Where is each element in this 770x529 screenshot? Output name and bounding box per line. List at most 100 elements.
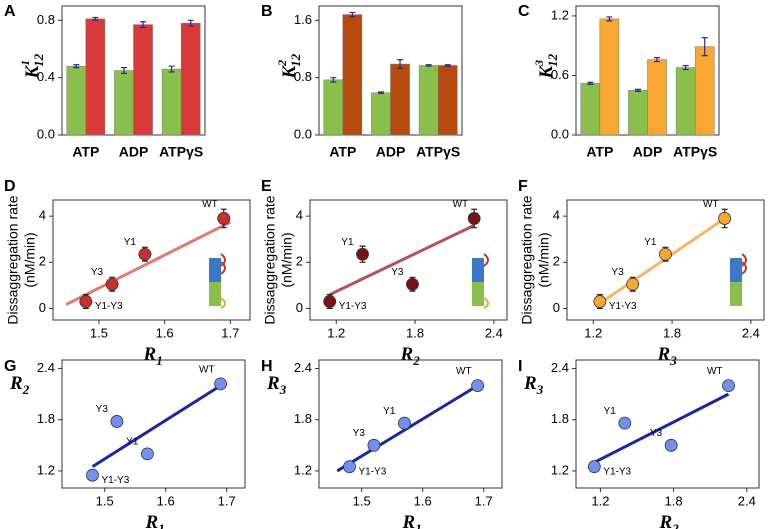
y-tick-label: 2.4 bbox=[551, 360, 569, 375]
axis-label-main: R bbox=[400, 344, 414, 365]
point bbox=[722, 379, 735, 393]
y-tick-label: 0.0 bbox=[551, 126, 569, 141]
point-label: Y1 bbox=[644, 237, 657, 248]
error-bar bbox=[634, 88, 641, 92]
point bbox=[626, 277, 640, 291]
point bbox=[356, 247, 369, 261]
axis-label-sub: 12 bbox=[545, 53, 560, 67]
point bbox=[406, 277, 419, 291]
axis-label-main: R bbox=[266, 373, 280, 394]
axis-label: R3 bbox=[266, 373, 287, 397]
bar bbox=[342, 14, 363, 136]
axis-label-main: R bbox=[145, 512, 159, 529]
axis-label-main: K bbox=[536, 65, 557, 80]
y-tick-label: 0.6 bbox=[551, 67, 569, 82]
x-tick-label: ATP bbox=[586, 144, 613, 160]
point bbox=[587, 460, 601, 474]
protein-icons bbox=[209, 253, 747, 309]
axis-label: R2 bbox=[400, 344, 421, 368]
error-bar bbox=[140, 21, 147, 29]
y-tick-label: 1.2 bbox=[551, 462, 569, 477]
axis-label: R2 bbox=[659, 512, 680, 529]
fit-line bbox=[595, 217, 726, 308]
point bbox=[140, 447, 154, 461]
x-tick-label: 1.2 bbox=[584, 325, 602, 340]
axis-label-main: R bbox=[657, 344, 671, 365]
y-tick-label: 2 bbox=[553, 254, 560, 269]
point bbox=[593, 295, 607, 308]
axis-label: K212 bbox=[275, 53, 303, 79]
bar bbox=[694, 46, 715, 136]
bar bbox=[599, 18, 620, 136]
plot-frame bbox=[52, 199, 251, 321]
panel-letter: G bbox=[4, 358, 16, 375]
axis-label-sub: 3 bbox=[279, 382, 287, 397]
point bbox=[138, 247, 152, 261]
x-tick-label: ATP bbox=[72, 144, 99, 160]
y-tick-label: 0.0 bbox=[37, 126, 55, 141]
bar bbox=[161, 68, 182, 136]
y-tick-label: 4 bbox=[296, 208, 303, 223]
axis-label-sub: 1 bbox=[158, 521, 165, 529]
x-tick-label: 1.2 bbox=[591, 493, 609, 508]
y-tick-label: 0.8 bbox=[37, 12, 55, 27]
bar bbox=[675, 67, 696, 136]
axis-label: R3 bbox=[657, 344, 678, 368]
point-label: Y3 bbox=[650, 428, 663, 439]
point bbox=[214, 377, 228, 391]
panel-letter: E bbox=[261, 178, 272, 195]
error-bar bbox=[73, 64, 80, 69]
point bbox=[471, 379, 485, 393]
point bbox=[343, 460, 356, 474]
plot-frame bbox=[566, 199, 765, 321]
point-label: Y1-Y3 bbox=[603, 466, 631, 477]
point-label: Y3 bbox=[611, 267, 624, 278]
axis-label: R2 bbox=[9, 373, 30, 397]
y-tick-label: 1.2 bbox=[37, 462, 55, 477]
y-tick-label: 2.4 bbox=[294, 360, 312, 375]
plot-frame bbox=[575, 359, 760, 489]
error-bar bbox=[587, 81, 594, 85]
bar bbox=[133, 24, 153, 136]
error-bar bbox=[349, 11, 356, 18]
y-tick-label: 1.6 bbox=[294, 12, 312, 27]
point bbox=[105, 277, 119, 291]
bar bbox=[180, 22, 201, 136]
axis-label-sup: 3 bbox=[532, 60, 546, 67]
panel-letter: H bbox=[261, 358, 273, 375]
axis-label-main: R bbox=[523, 373, 537, 394]
fit-line bbox=[65, 220, 231, 306]
y-tick-label: 2.4 bbox=[37, 360, 55, 375]
point bbox=[86, 468, 99, 482]
bar bbox=[628, 90, 648, 136]
error-bar bbox=[682, 64, 689, 71]
x-tick-label: ADP bbox=[376, 144, 406, 160]
axis-label-sub: 12 bbox=[288, 53, 303, 67]
y-tick-label: 2 bbox=[39, 254, 46, 269]
axis-label: R1 bbox=[145, 512, 165, 529]
point bbox=[367, 438, 381, 452]
point-label: Y3 bbox=[391, 267, 404, 278]
bar bbox=[323, 79, 344, 136]
x-tick-label: 1.8 bbox=[665, 493, 683, 508]
plot-frame bbox=[61, 359, 246, 489]
point-label: WT bbox=[202, 199, 218, 210]
x-tick-label: 1.5 bbox=[90, 325, 108, 340]
point-label: Y3 bbox=[96, 404, 109, 415]
bar bbox=[66, 65, 87, 136]
y-axis-label: (nM/min) bbox=[279, 232, 295, 287]
point bbox=[467, 212, 481, 225]
x-tick-label: 1.5 bbox=[353, 493, 371, 508]
y-tick-label: 0.0 bbox=[294, 126, 312, 141]
bar bbox=[390, 63, 410, 136]
axis-label-sub: 2 bbox=[671, 521, 679, 529]
axis-label-sup: 2 bbox=[275, 60, 289, 67]
axis-label: R1 bbox=[143, 344, 163, 368]
x-tick-label: 1.7 bbox=[475, 493, 493, 508]
y-tick-label: 1.8 bbox=[294, 411, 312, 426]
axis-label-main: R bbox=[402, 512, 416, 529]
x-tick-label: ATPγS bbox=[673, 144, 717, 160]
point-label: Y1-Y3 bbox=[339, 301, 367, 312]
point-label: WT bbox=[703, 199, 719, 210]
